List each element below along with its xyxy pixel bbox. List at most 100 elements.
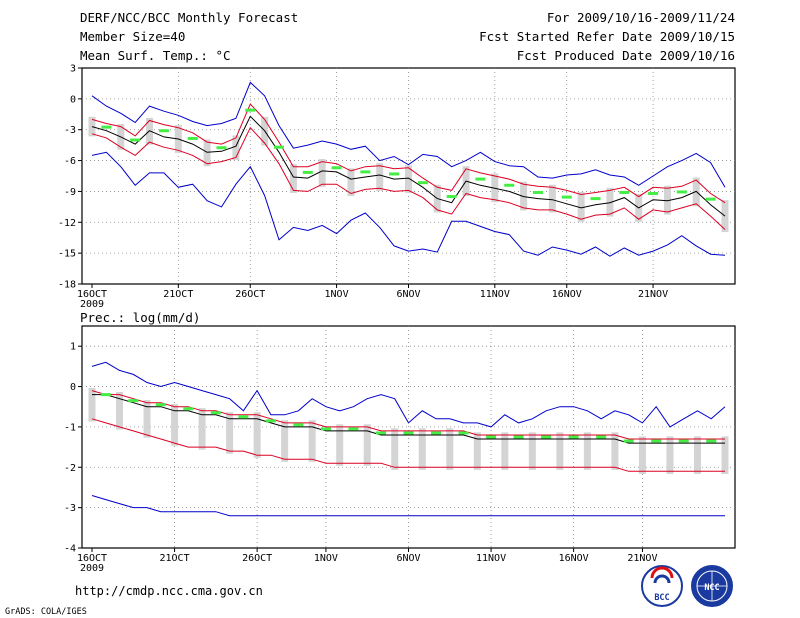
member-spread-box	[226, 412, 234, 454]
observation-marker	[619, 190, 630, 194]
series-upper-line	[91, 390, 725, 440]
member-spread-box	[501, 432, 509, 470]
x-tick-label: 21NOV	[627, 553, 657, 564]
x-tick-label: 16NOV	[552, 289, 582, 300]
series-max-line	[91, 81, 726, 188]
member-spread-box	[171, 404, 179, 446]
y-tick-label: -4	[64, 544, 76, 555]
member-spread-box	[143, 400, 151, 438]
x-tick-label: 16NOV	[559, 553, 589, 564]
member-spread-box	[347, 168, 355, 197]
started-date: Fcst Started Refer Date 2009/10/15	[479, 29, 735, 44]
observation-marker	[532, 190, 543, 194]
member-spread-box	[577, 191, 585, 222]
x-tick-label: 16OCT	[77, 289, 107, 300]
member-spread-box	[336, 424, 344, 466]
observation-marker	[101, 125, 112, 129]
observation-marker	[458, 431, 469, 435]
member-spread-box	[528, 432, 536, 470]
series-mean-line	[91, 115, 726, 217]
member-spread-box	[376, 163, 384, 191]
ncc-logo-label: NCC	[704, 583, 719, 593]
member-spread-box	[556, 432, 564, 470]
observation-marker	[265, 419, 276, 423]
member-spread-box	[473, 432, 481, 470]
observation-marker	[651, 439, 662, 443]
member-spread-box	[611, 432, 619, 470]
member-spread-box	[281, 420, 289, 462]
y-tick-label: 3	[70, 64, 76, 75]
member-spread-box	[548, 184, 556, 213]
bcc-logo-label: BCC	[654, 593, 669, 603]
observation-marker	[274, 145, 285, 149]
member-spread-box	[253, 412, 261, 458]
x-tick-label: 1NOV	[325, 289, 349, 300]
member-spread-box	[405, 165, 412, 193]
x-tick-label: 21OCT	[163, 289, 193, 300]
member-spread-box	[198, 408, 206, 450]
x-tick-label: 6NOV	[396, 553, 420, 564]
y-tick-label: -15	[58, 249, 76, 260]
series-max-line	[91, 361, 726, 428]
member-spread-box	[418, 428, 426, 470]
observation-marker	[331, 166, 342, 170]
member-spread-box	[88, 387, 96, 422]
y-tick-label: -3	[64, 503, 76, 514]
y-tick-label: 1	[70, 342, 76, 353]
y-tick-label: -6	[64, 156, 76, 167]
forecast-period: For 2009/10/16-2009/11/24	[547, 10, 735, 25]
observation-marker	[216, 146, 227, 150]
x-tick-label: 6NOV	[396, 289, 420, 300]
member-spread-box	[721, 436, 729, 474]
observation-marker	[375, 431, 386, 435]
observation-marker	[210, 411, 221, 415]
member-spread-box	[721, 200, 729, 233]
figure-title: DERF/NCC/BCC Monthly Forecast	[80, 10, 298, 25]
observation-marker	[446, 195, 457, 199]
observation-marker	[590, 197, 601, 201]
observation-marker	[245, 108, 256, 112]
member-spread-box	[308, 420, 316, 462]
member-spread-box	[363, 424, 371, 466]
member-spread-box	[663, 185, 671, 215]
member-spread-box	[666, 436, 674, 474]
series-lower-line	[91, 418, 725, 472]
observation-marker	[504, 183, 515, 187]
y-tick-label: -12	[58, 218, 76, 229]
observation-marker	[348, 427, 359, 431]
observation-marker	[320, 427, 331, 431]
observation-marker	[676, 190, 687, 194]
observation-marker	[678, 439, 689, 443]
x-tick-label: 16OCT	[77, 553, 107, 564]
observation-marker	[561, 195, 572, 199]
source-url[interactable]: http://cmdp.ncc.cma.gov.cn	[75, 584, 263, 598]
series-min-line	[91, 151, 726, 257]
bcc-logo: BCC	[641, 565, 683, 607]
observation-marker	[475, 177, 486, 181]
member-spread-box	[520, 181, 528, 211]
x-year-label: 2009	[80, 563, 104, 574]
series-lower-line	[91, 126, 726, 230]
member-spread-box	[289, 164, 297, 193]
member-size: Member Size=40	[80, 29, 185, 44]
observation-marker	[187, 136, 198, 140]
grads-credit: GrADS: COLA/IGES	[5, 607, 87, 617]
observation-marker	[128, 399, 139, 403]
observation-marker	[158, 129, 169, 133]
observation-marker	[293, 423, 304, 427]
series-min-line	[91, 495, 725, 517]
observation-marker	[431, 431, 442, 435]
y-tick-label: -3	[64, 125, 76, 136]
produced-date: Fcst Produced Date 2009/10/16	[517, 48, 735, 63]
observation-marker	[403, 431, 414, 435]
member-spread-box	[693, 436, 701, 474]
member-spread-box	[232, 135, 240, 161]
observation-marker	[596, 435, 607, 439]
x-tick-label: 26OCT	[235, 289, 265, 300]
x-tick-label: 21NOV	[638, 289, 668, 300]
x-year-label: 2009	[80, 299, 104, 310]
ncc-logo: NCC	[691, 565, 733, 607]
series-mean-line	[92, 394, 725, 444]
